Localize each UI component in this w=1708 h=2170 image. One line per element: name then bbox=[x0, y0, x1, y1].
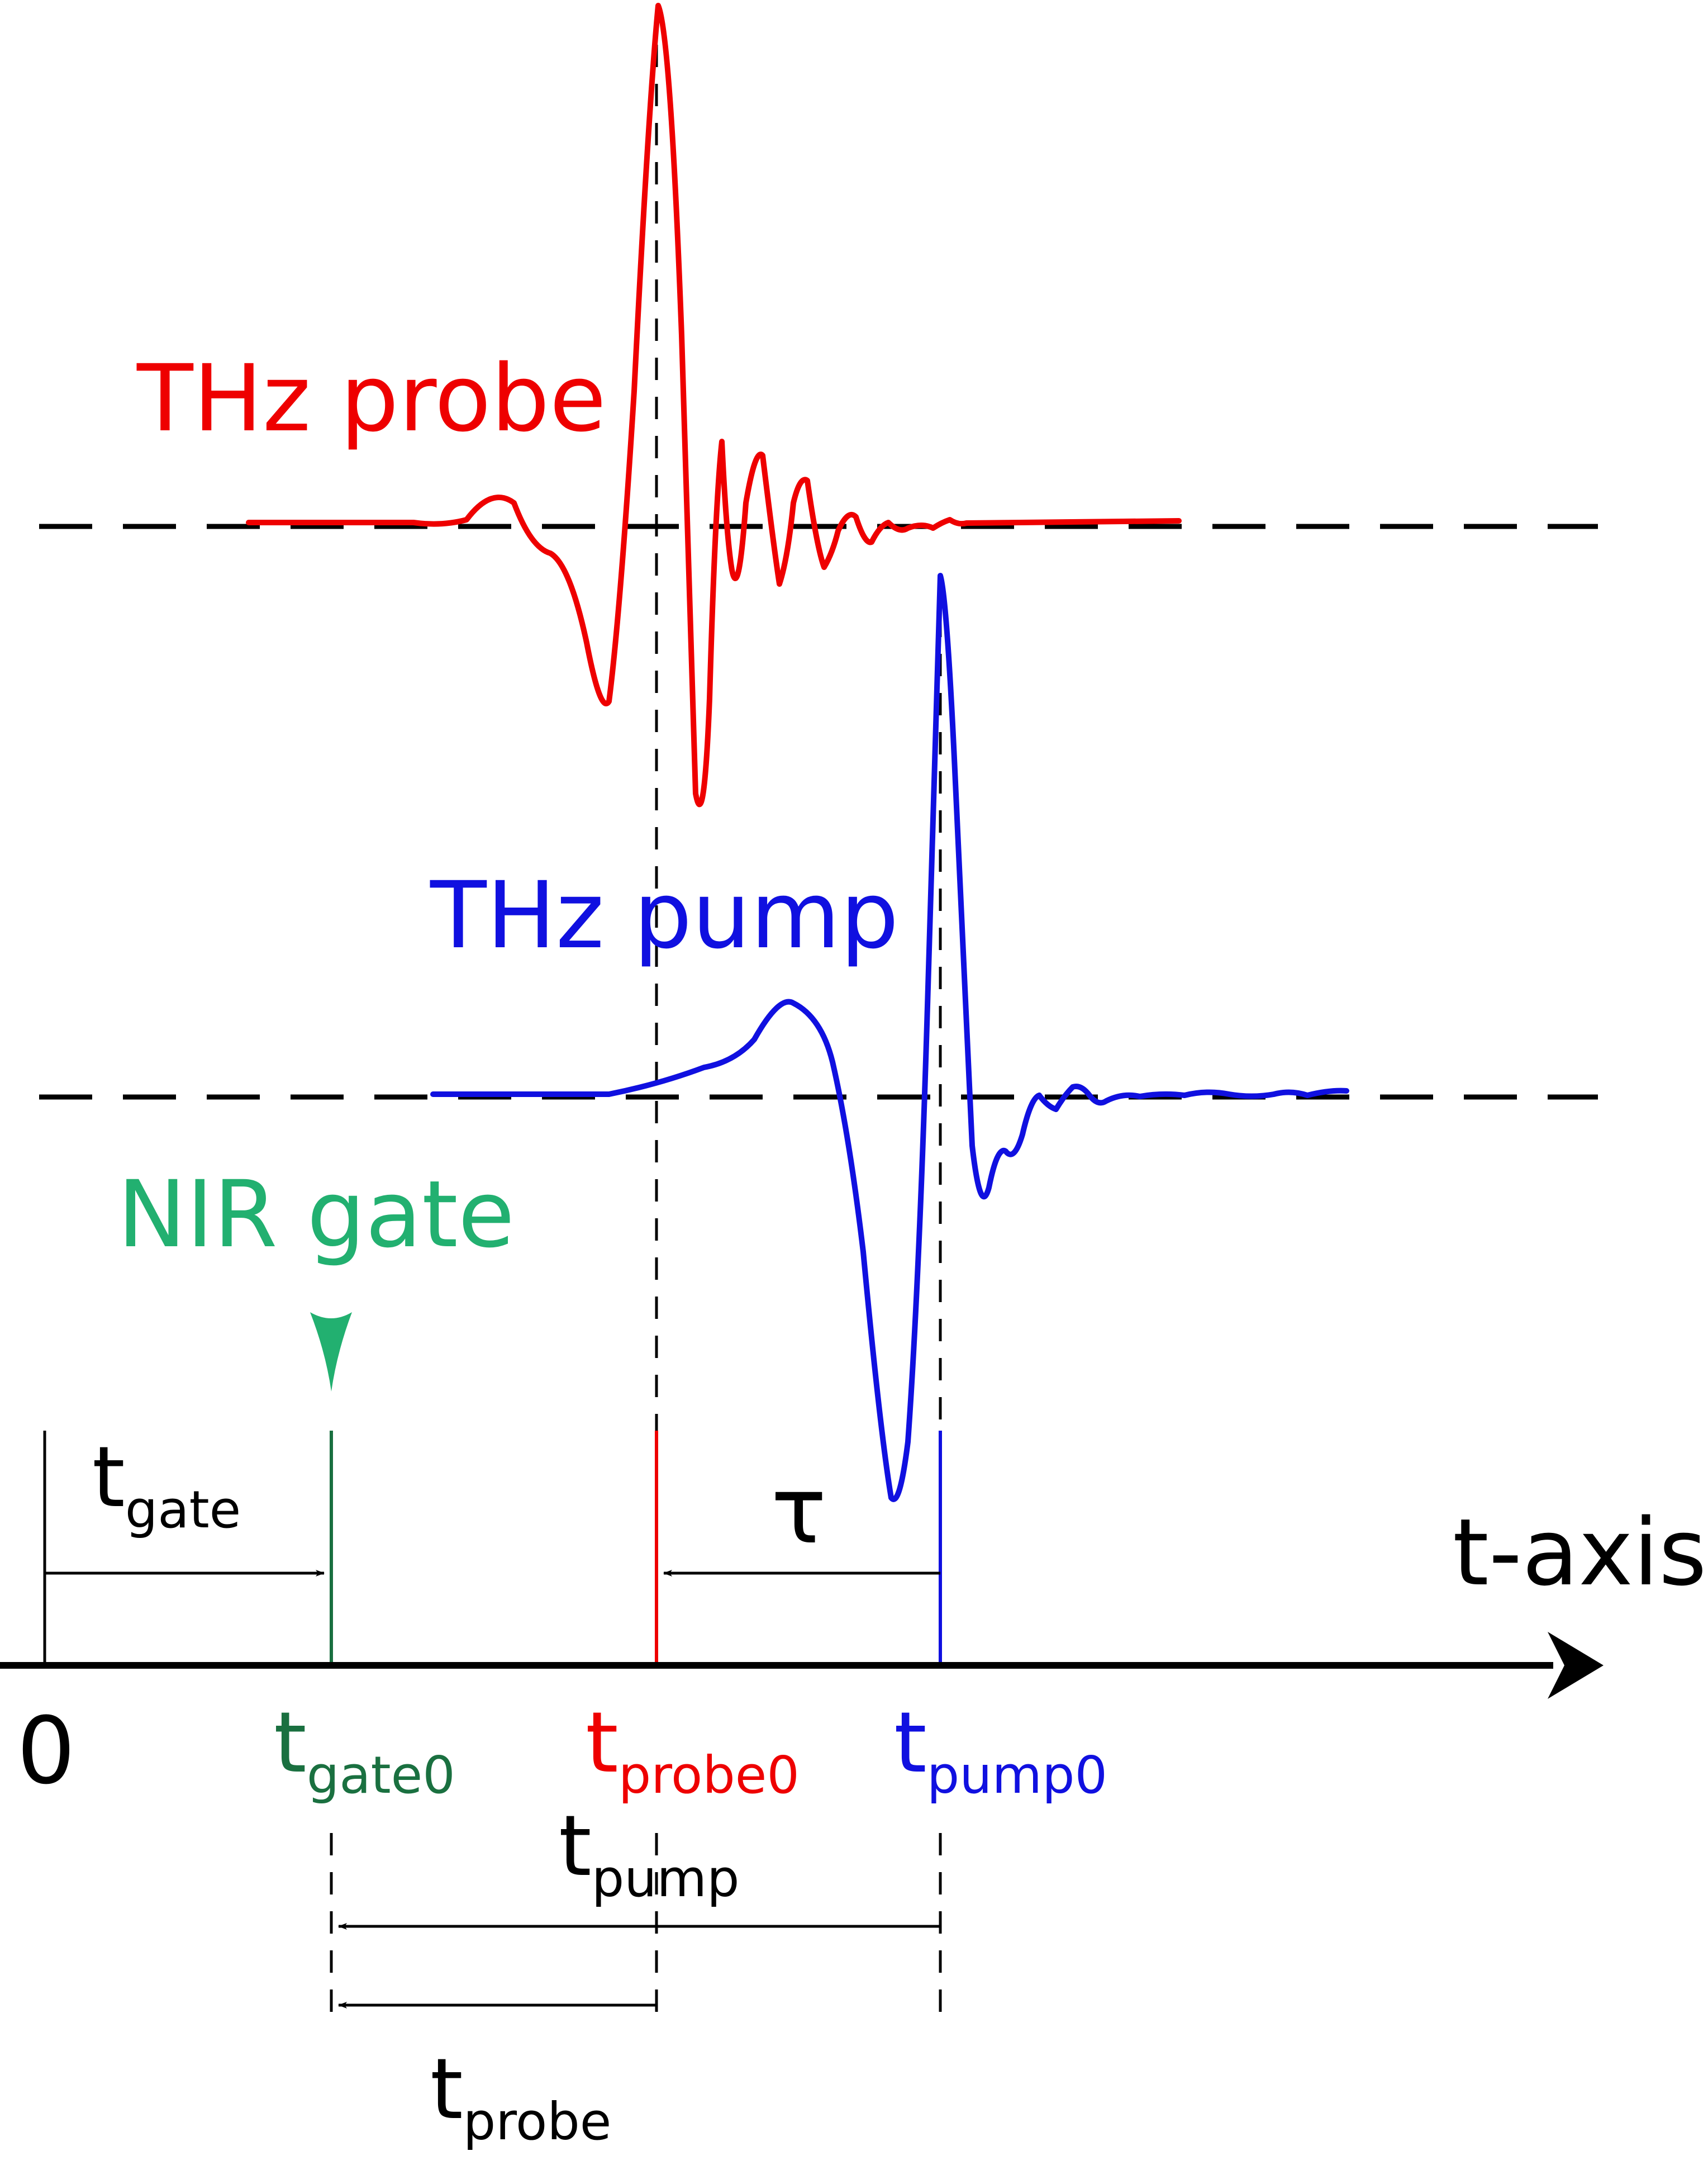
pump-label: THz pump bbox=[430, 862, 899, 969]
t-pump0-label: tpump0 bbox=[894, 1694, 1107, 1805]
gate-label: NIR gate bbox=[117, 1161, 515, 1268]
pump-waveform bbox=[430, 573, 1349, 1502]
probe-label: THz probe bbox=[136, 345, 606, 452]
time-axis-arrowhead-icon bbox=[1548, 1632, 1604, 1699]
t-probe0-label: tprobe0 bbox=[586, 1694, 800, 1805]
tau-label: τ bbox=[771, 1457, 826, 1564]
t-pump-label: tpump bbox=[559, 1798, 740, 1908]
t-probe-label: tprobe bbox=[430, 2041, 611, 2152]
gate-pointer-icon bbox=[310, 1312, 352, 1392]
t-gate0-label: tgate0 bbox=[274, 1694, 455, 1805]
t-gate-label: tgate bbox=[92, 1429, 241, 1540]
axis-label: t-axis bbox=[1453, 1499, 1707, 1606]
origin-label: 0 bbox=[17, 1697, 75, 1805]
probe-waveform bbox=[246, 3, 1182, 808]
